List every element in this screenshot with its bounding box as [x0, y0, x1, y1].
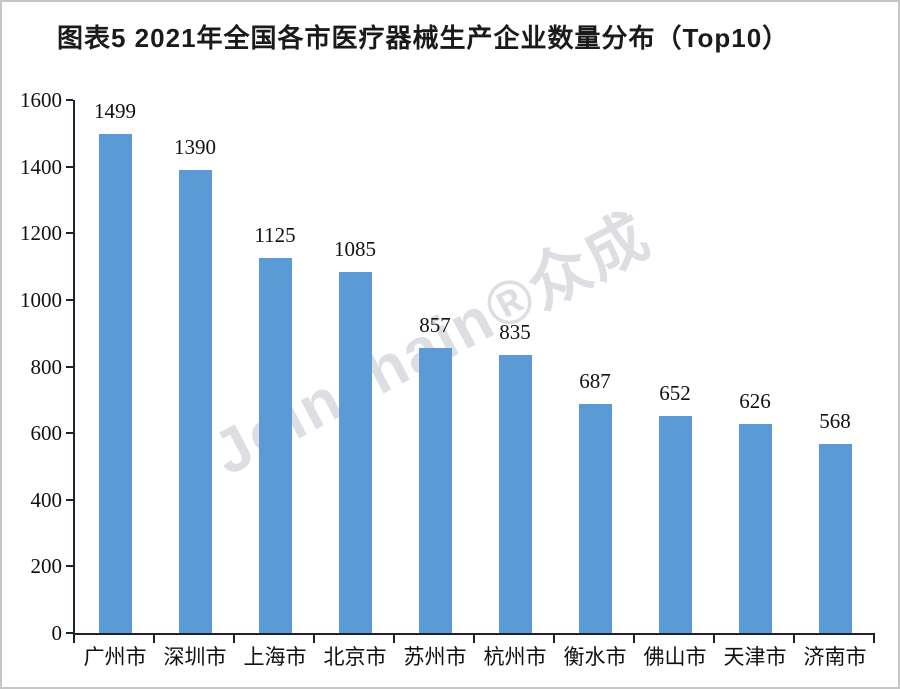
bar: [498, 355, 532, 633]
y-tick-label: 800: [30, 354, 63, 379]
x-tick-mark: [233, 635, 235, 643]
x-tick-mark: [473, 635, 475, 643]
x-category-label: 济南市: [803, 646, 867, 669]
x-category-label: 北京市: [323, 646, 387, 669]
bar: [338, 272, 372, 633]
y-tick-mark: [66, 565, 73, 568]
x-tick-mark: [313, 635, 315, 643]
y-tick-label: 200: [30, 554, 63, 579]
bar: [258, 258, 292, 633]
bar: [738, 424, 772, 633]
bar-value-label: 1085: [334, 237, 376, 261]
bar-value-label: 1390: [174, 135, 216, 159]
y-tick-label: 1200: [20, 221, 62, 246]
y-tick-mark: [66, 498, 73, 501]
y-tick-label: 1600: [20, 88, 62, 112]
bar-value-label: 687: [579, 369, 611, 393]
x-category-label: 佛山市: [643, 646, 707, 669]
y-tick-label: 600: [30, 421, 63, 446]
x-category-label: 深圳市: [163, 646, 227, 669]
bar-value-label: 835: [499, 320, 531, 344]
chart-title: 图表5 2021年全国各市医疗器械生产企业数量分布（Top10）: [57, 23, 790, 53]
x-tick-mark: [793, 635, 795, 643]
x-category-label: 天津市: [723, 646, 787, 669]
bar: [818, 444, 852, 633]
bar-value-label: 652: [659, 381, 691, 405]
x-tick-mark: [873, 635, 875, 643]
y-tick-mark: [66, 365, 73, 368]
x-tick-mark: [633, 635, 635, 643]
bar: [178, 170, 212, 633]
bar: [658, 416, 692, 633]
bar: [578, 404, 612, 633]
y-tick-mark: [66, 99, 73, 101]
y-tick-mark: [66, 165, 73, 168]
x-category-label: 杭州市: [483, 646, 547, 669]
y-tick-label: 1000: [20, 287, 62, 312]
x-axis-line: [73, 633, 875, 635]
x-tick-mark: [713, 635, 715, 643]
bar-value-label: 568: [819, 409, 851, 433]
y-tick-label: 0: [51, 621, 63, 645]
y-axis-line: [73, 100, 75, 633]
y-tick-mark: [66, 298, 73, 301]
bar: [98, 134, 132, 633]
bar-value-label: 1499: [94, 99, 136, 123]
y-tick-mark: [66, 432, 73, 435]
x-category-label: 上海市: [243, 646, 307, 669]
bar-value-label: 1125: [254, 223, 296, 247]
x-category-label: 衡水市: [563, 646, 627, 669]
x-tick-mark: [553, 635, 555, 643]
x-category-label: 广州市: [83, 646, 147, 669]
y-tick-mark: [66, 632, 73, 634]
y-tick-label: 1400: [20, 154, 62, 179]
bar-value-label: 626: [739, 389, 771, 413]
x-category-label: 苏州市: [403, 646, 467, 669]
y-tick-mark: [66, 232, 73, 235]
x-tick-mark: [393, 635, 395, 643]
x-tick-mark: [73, 635, 75, 643]
bar: [418, 348, 452, 633]
x-tick-mark: [153, 635, 155, 643]
y-tick-label: 400: [30, 487, 63, 512]
bar-value-label: 857: [419, 313, 451, 337]
